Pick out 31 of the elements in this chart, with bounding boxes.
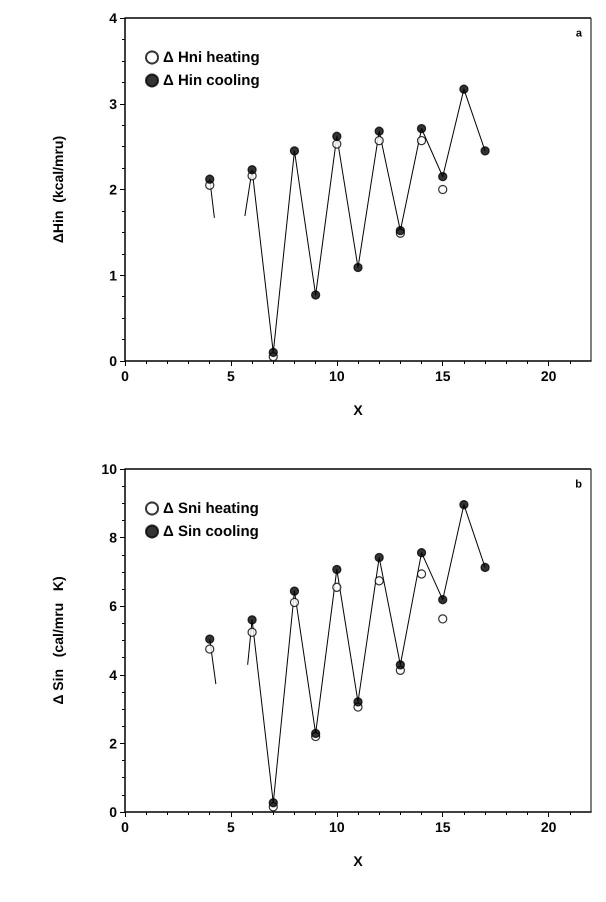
x-tick-label: 5 bbox=[227, 368, 236, 384]
legend-label: Δ Hni heating bbox=[163, 49, 260, 66]
y-tick-label: 0 bbox=[109, 353, 118, 369]
x-tick-label: 5 bbox=[227, 819, 236, 835]
y-axis-title: ΔHin (kcal/mru) bbox=[50, 136, 66, 244]
x-tick-label: 20 bbox=[540, 819, 557, 835]
x-axis-title: X bbox=[353, 853, 364, 869]
annotation: a bbox=[576, 28, 583, 40]
x-tick-label: 0 bbox=[121, 819, 130, 835]
y-tick-label: 6 bbox=[109, 598, 118, 614]
y-tick-label: 0 bbox=[109, 804, 118, 820]
x-tick-label: 10 bbox=[329, 819, 345, 835]
y-tick-label: 10 bbox=[101, 461, 118, 477]
x-tick-label: 15 bbox=[434, 819, 451, 835]
y-axis-title: Δ Sin (cal/mru K) bbox=[50, 576, 66, 705]
legend-label: Δ Hin cooling bbox=[163, 72, 260, 89]
y-tick-label: 8 bbox=[109, 530, 118, 546]
y-tick-label: 4 bbox=[109, 10, 118, 26]
y-tick-label: 3 bbox=[109, 96, 118, 112]
legend-label: Δ Sin cooling bbox=[163, 523, 259, 540]
x-tick-label: 20 bbox=[540, 368, 557, 384]
legend-label: Δ Sni heating bbox=[163, 500, 259, 517]
y-tick-label: 4 bbox=[109, 666, 118, 683]
x-tick-label: 10 bbox=[329, 368, 345, 384]
x-tick-label: 0 bbox=[121, 368, 130, 384]
x-tick-label: 15 bbox=[434, 368, 451, 384]
y-tick-label: 2 bbox=[109, 735, 118, 752]
y-tick-label: 1 bbox=[109, 267, 118, 284]
annotation: b bbox=[575, 478, 582, 490]
y-tick-label: 2 bbox=[109, 182, 118, 198]
x-axis-title: X bbox=[353, 402, 364, 418]
